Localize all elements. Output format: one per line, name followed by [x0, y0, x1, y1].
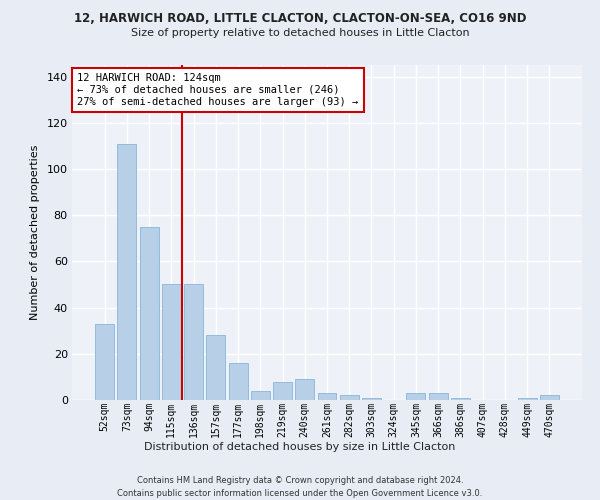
Bar — [340, 396, 359, 400]
Text: 12, HARWICH ROAD, LITTLE CLACTON, CLACTON-ON-SEA, CO16 9ND: 12, HARWICH ROAD, LITTLE CLACTON, CLACTO… — [74, 12, 526, 26]
Bar — [251, 391, 270, 400]
Bar — [429, 393, 448, 400]
Bar — [317, 393, 337, 400]
Bar — [95, 324, 114, 400]
Bar — [184, 284, 203, 400]
Bar — [229, 363, 248, 400]
Y-axis label: Number of detached properties: Number of detached properties — [30, 145, 40, 320]
Bar — [362, 398, 381, 400]
Bar — [162, 284, 181, 400]
Text: Distribution of detached houses by size in Little Clacton: Distribution of detached houses by size … — [145, 442, 455, 452]
Bar — [406, 393, 425, 400]
Bar — [451, 398, 470, 400]
Bar — [206, 336, 225, 400]
Text: Size of property relative to detached houses in Little Clacton: Size of property relative to detached ho… — [131, 28, 469, 38]
Bar — [295, 379, 314, 400]
Bar — [518, 398, 536, 400]
Bar — [273, 382, 292, 400]
Bar — [140, 226, 158, 400]
Text: 12 HARWICH ROAD: 124sqm
← 73% of detached houses are smaller (246)
27% of semi-d: 12 HARWICH ROAD: 124sqm ← 73% of detache… — [77, 74, 358, 106]
Bar — [540, 396, 559, 400]
Bar — [118, 144, 136, 400]
Text: Contains HM Land Registry data © Crown copyright and database right 2024.
Contai: Contains HM Land Registry data © Crown c… — [118, 476, 482, 498]
